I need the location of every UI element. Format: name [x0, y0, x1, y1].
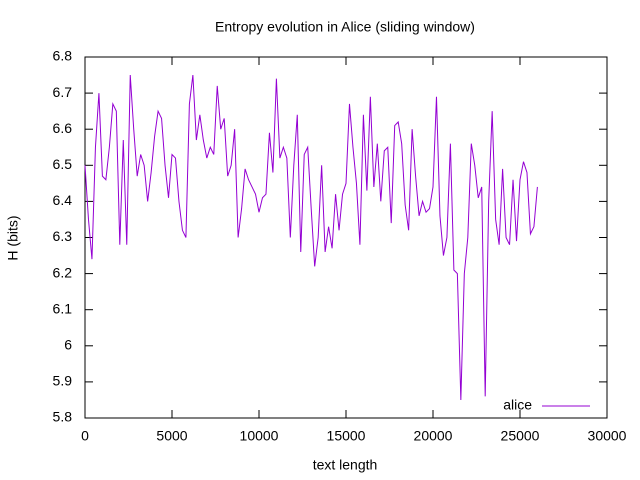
x-tick-label: 25000	[501, 428, 540, 444]
y-tick-label: 6.6	[53, 120, 73, 136]
y-tick-label: 6.8	[53, 48, 73, 64]
y-tick-label: 6.1	[53, 300, 73, 316]
x-tick-label: 0	[81, 428, 89, 444]
y-tick-label: 6	[64, 337, 72, 353]
y-tick-label: 6.3	[53, 228, 73, 244]
y-tick-label: 6.4	[53, 192, 73, 208]
y-tick-label: 6.5	[53, 156, 73, 172]
y-tick-label: 6.7	[53, 84, 73, 100]
y-tick-label: 5.9	[53, 373, 73, 389]
x-tick-label: 15000	[327, 428, 366, 444]
x-tick-label: 10000	[240, 428, 279, 444]
x-tick-label: 30000	[588, 428, 627, 444]
y-tick-label: 5.8	[53, 409, 73, 425]
x-tick-label: 5000	[156, 428, 187, 444]
data-line	[84, 74, 538, 400]
y-axis-label: H (bits)	[5, 215, 21, 260]
plot-border	[84, 56, 608, 419]
y-tick-label: 6.2	[53, 264, 73, 280]
x-axis-label: text length	[313, 457, 378, 473]
x-tick-label: 20000	[414, 428, 453, 444]
chart-title: Entropy evolution in Alice (sliding wind…	[215, 19, 475, 35]
legend-label: alice	[503, 397, 532, 413]
